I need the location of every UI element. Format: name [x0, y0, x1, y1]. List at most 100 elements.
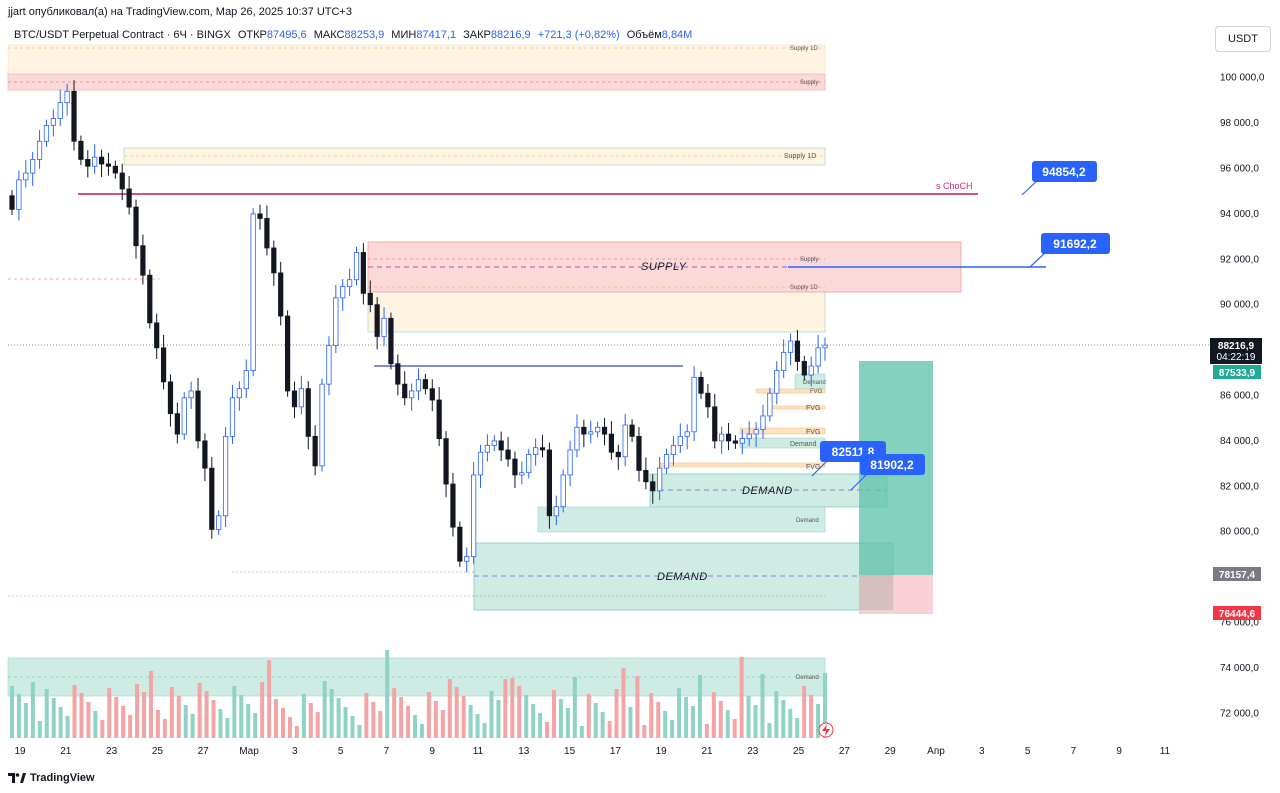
candle-body	[739, 438, 745, 444]
candle-body	[278, 272, 284, 317]
volume-bar	[426, 692, 431, 738]
candle-body	[174, 413, 180, 435]
countdown-label: 04:22:19	[1217, 352, 1256, 363]
volume-bar	[461, 696, 466, 738]
demand-small-label: Demand	[803, 380, 826, 386]
volume-bar	[697, 675, 702, 738]
candle-body	[264, 218, 270, 249]
candle-body	[601, 426, 608, 435]
volume-bar	[670, 720, 675, 738]
candle-body	[181, 397, 187, 435]
volume-bar	[197, 683, 202, 738]
y-tick-label: 76 000,0	[1220, 618, 1259, 629]
volume-bar	[607, 721, 612, 738]
y-tick-label: 84 000,0	[1220, 436, 1259, 447]
supply-1d-low-label: Supply 1D	[790, 285, 818, 291]
fvg-zone-3	[739, 427, 826, 435]
tradingview-brand[interactable]: TradingView	[30, 772, 95, 784]
candle-body	[216, 515, 222, 530]
volume-bar	[413, 715, 418, 738]
y-tick-label: 72 000,0	[1220, 708, 1259, 719]
candle-body	[147, 274, 153, 324]
volume-bar	[135, 684, 140, 738]
candle-body	[712, 406, 718, 442]
x-tick-label: 15	[564, 746, 576, 757]
candle-body	[250, 213, 256, 371]
candle-body	[36, 140, 43, 160]
candle-body	[402, 383, 408, 399]
volume-bar	[30, 682, 35, 738]
currency-button[interactable]: USDT	[1215, 26, 1271, 52]
price-tag-76444: 76444,6	[1213, 606, 1261, 620]
volume-bar	[704, 724, 709, 738]
candle-body	[491, 440, 497, 446]
candle-body	[581, 426, 587, 435]
supply-big-label: SUPPLY	[641, 261, 687, 273]
candle-body	[436, 399, 442, 440]
candle-body	[133, 206, 139, 247]
volume-bar	[79, 693, 84, 738]
demand-mid2-label: Demand	[796, 518, 819, 524]
volume-bar	[538, 713, 543, 738]
lightning-icon[interactable]	[818, 722, 834, 738]
callout-81902[interactable]: 81902,2	[850, 454, 925, 491]
volume-bar	[392, 688, 397, 738]
x-tick-label: 5	[1025, 746, 1031, 757]
symbol-name[interactable]: BTC/USDT Perpetual Contract · 6Ч · BINGX	[14, 29, 231, 41]
candle-body	[367, 292, 373, 306]
candle-body	[71, 90, 77, 142]
volume-bar	[489, 691, 494, 738]
y-tick-label: 86 000,0	[1220, 391, 1259, 402]
x-tick-label: 9	[1116, 746, 1122, 757]
volume-bar	[23, 703, 28, 738]
candle-body	[243, 370, 249, 390]
candle-body	[126, 188, 132, 208]
fvg-label-4: FVG	[806, 464, 820, 471]
x-tick-label: Мар	[239, 746, 259, 757]
volume-bar	[121, 706, 126, 738]
candle-body	[588, 431, 594, 435]
candle-body	[526, 454, 532, 474]
volume-bar	[357, 725, 362, 738]
volume-bar	[565, 708, 570, 738]
callout-94854[interactable]: 94854,2	[1021, 161, 1097, 196]
price-tag-78157: 78157,4	[1213, 567, 1261, 581]
x-tick-label: 23	[747, 746, 759, 757]
volume-bar	[287, 717, 292, 738]
candle-body	[519, 472, 525, 476]
volume-bar	[86, 702, 91, 738]
volume-bar	[746, 696, 751, 738]
supply-1d-mid-zone	[123, 147, 826, 166]
candle-body	[608, 433, 615, 453]
volume-bar	[72, 685, 77, 738]
candle-body	[539, 447, 546, 451]
candle-body	[429, 388, 435, 401]
volume-label: Объём	[626, 29, 662, 41]
supply-1d-mid-label: Supply 1D	[784, 153, 816, 160]
candle-body	[422, 379, 428, 390]
volume-bar	[642, 725, 647, 738]
candle-body	[719, 433, 725, 442]
candle-body	[560, 474, 566, 508]
volume-bar	[656, 702, 661, 738]
candle-body	[257, 213, 263, 219]
demand-big-1-label: DEMAND	[742, 485, 793, 497]
volume-bar	[531, 704, 536, 738]
volume-bar	[155, 710, 160, 738]
candle-body	[684, 431, 690, 437]
volume-bar	[711, 692, 716, 738]
svg-text:87533,9: 87533,9	[1219, 368, 1256, 379]
candle-body	[698, 376, 704, 394]
candle-body	[30, 159, 36, 174]
volume-bar	[760, 674, 765, 738]
candle-body	[271, 247, 277, 274]
zones-layer: Supply 1D Supply Supply 1D s ChoCH Suppl…	[7, 44, 1210, 697]
volume-bar	[802, 686, 807, 738]
candle-body	[636, 435, 642, 471]
candle-body	[450, 483, 456, 528]
volume-bar	[176, 696, 181, 738]
volume-bar	[162, 719, 167, 738]
volume-bar	[148, 671, 153, 738]
callout-91692[interactable]: 91692,2	[788, 233, 1110, 268]
